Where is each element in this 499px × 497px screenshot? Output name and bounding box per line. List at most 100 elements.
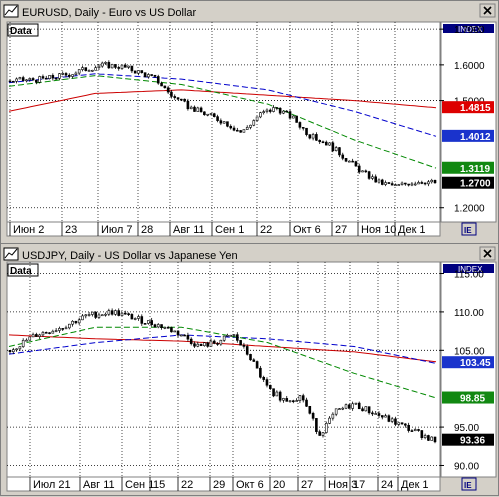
price-label: 1.4815: [460, 103, 491, 114]
candle-body: [407, 424, 410, 431]
x-tick-label: Июл 21: [33, 479, 71, 491]
price-label: 1.2700: [460, 179, 491, 190]
candle-body: [38, 334, 41, 337]
candle-body: [81, 67, 84, 70]
candle-body: [110, 310, 114, 315]
candle-body: [219, 120, 223, 124]
candle-body: [371, 176, 374, 179]
candle-body: [239, 340, 242, 346]
candle-body: [226, 334, 229, 337]
candle-body: [120, 64, 124, 69]
title-bar[interactable]: [2, 245, 497, 263]
ie-toggle-button[interactable]: IE: [461, 222, 477, 236]
candle-body: [387, 415, 391, 422]
data-label-button[interactable]: Data: [7, 263, 39, 277]
candle-body: [61, 328, 65, 330]
data-label-button[interactable]: Data: [7, 23, 39, 37]
x-tick-label: Ноя 10: [361, 224, 396, 236]
index-label: INDEX: [458, 25, 483, 34]
candle-body: [324, 423, 328, 433]
plot-area[interactable]: [6, 261, 441, 478]
candle-body: [268, 109, 272, 112]
candle-body: [15, 348, 18, 351]
x-tick-label: Авг 11: [173, 224, 205, 236]
price-label: 1.4012: [460, 132, 491, 143]
x-tick-label: Авг 11: [83, 479, 115, 491]
data-label: Data: [10, 266, 32, 277]
candles: [8, 60, 437, 187]
candle-body: [110, 64, 114, 69]
candle-body: [252, 359, 256, 362]
candle-body: [166, 327, 170, 329]
x-tick-label: Дек 1: [398, 224, 426, 236]
candle-body: [262, 111, 265, 113]
candle-body: [275, 391, 279, 397]
candle-body: [249, 354, 252, 361]
candle-body: [137, 70, 140, 74]
moving-average-green: [8, 326, 437, 399]
ie-toggle-button[interactable]: IE: [461, 477, 477, 491]
candle-body: [245, 346, 249, 355]
candle-body: [361, 170, 364, 173]
candle-body: [77, 319, 81, 324]
x-tick-label: 28: [141, 224, 153, 236]
candle-body: [163, 85, 167, 89]
candle-body: [308, 134, 312, 139]
candle-body: [390, 418, 394, 422]
candle-body: [351, 403, 354, 409]
close-icon[interactable]: [483, 6, 492, 15]
chart-window-icon: [3, 4, 19, 18]
candle-body: [357, 402, 361, 410]
candle-body: [35, 334, 38, 337]
candle-body: [196, 107, 200, 112]
x-tick-label: 22: [181, 479, 193, 491]
eurusd-chart-window[interactable]: EURUSD, Daily - Euro vs US Dollar Data IND…: [0, 0, 499, 247]
close-button[interactable]: [479, 246, 496, 261]
candle-body: [61, 73, 65, 75]
candle-body: [140, 70, 144, 73]
candle-body: [413, 429, 417, 432]
price-axis: [440, 21, 497, 223]
candle-body: [348, 160, 351, 163]
candle-body: [199, 343, 203, 347]
candle-body: [374, 413, 377, 415]
candle-body: [259, 112, 262, 118]
candle-body: [259, 367, 262, 378]
candle-body: [321, 141, 325, 144]
candle-body: [364, 406, 368, 412]
usdjpy-chart-window[interactable]: USDJPY, Daily - US Dollar vs Japanese Ye…: [0, 243, 499, 496]
window-title: USDJPY, Daily - US Dollar vs Japanese Ye…: [22, 250, 238, 262]
moving-average-blue: [8, 73, 437, 137]
candle-body: [298, 395, 302, 401]
candle-body: [394, 184, 397, 186]
ie-toggle-label: IE: [464, 481, 472, 490]
candle-body: [170, 91, 173, 97]
title-bar[interactable]: [2, 2, 497, 20]
candle-body: [58, 328, 61, 331]
candle-body: [285, 110, 289, 113]
candle-body: [242, 129, 246, 133]
close-button[interactable]: [479, 3, 496, 18]
candle-body: [427, 435, 430, 441]
x-tick-label: Сен 1: [215, 224, 244, 236]
candle-body: [288, 400, 292, 403]
candle-body: [331, 142, 335, 152]
y-tick-label: 1.7000: [454, 25, 485, 36]
candle-body: [94, 67, 97, 71]
candle-body: [364, 170, 368, 173]
candle-body: [21, 77, 25, 81]
candle-body: [25, 339, 28, 342]
candle-body: [229, 334, 233, 337]
candle-body: [311, 134, 315, 139]
candle-body: [8, 350, 12, 353]
candle-body: [397, 422, 401, 425]
candle-body: [156, 324, 160, 328]
x-tick-label: 17: [353, 479, 365, 491]
candle-body: [147, 320, 150, 324]
index-badge: [443, 264, 494, 273]
candle-body: [390, 183, 394, 186]
candle-body: [183, 98, 186, 102]
candle-body: [186, 100, 190, 110]
close-icon[interactable]: [483, 249, 492, 258]
candle-body: [64, 73, 68, 76]
